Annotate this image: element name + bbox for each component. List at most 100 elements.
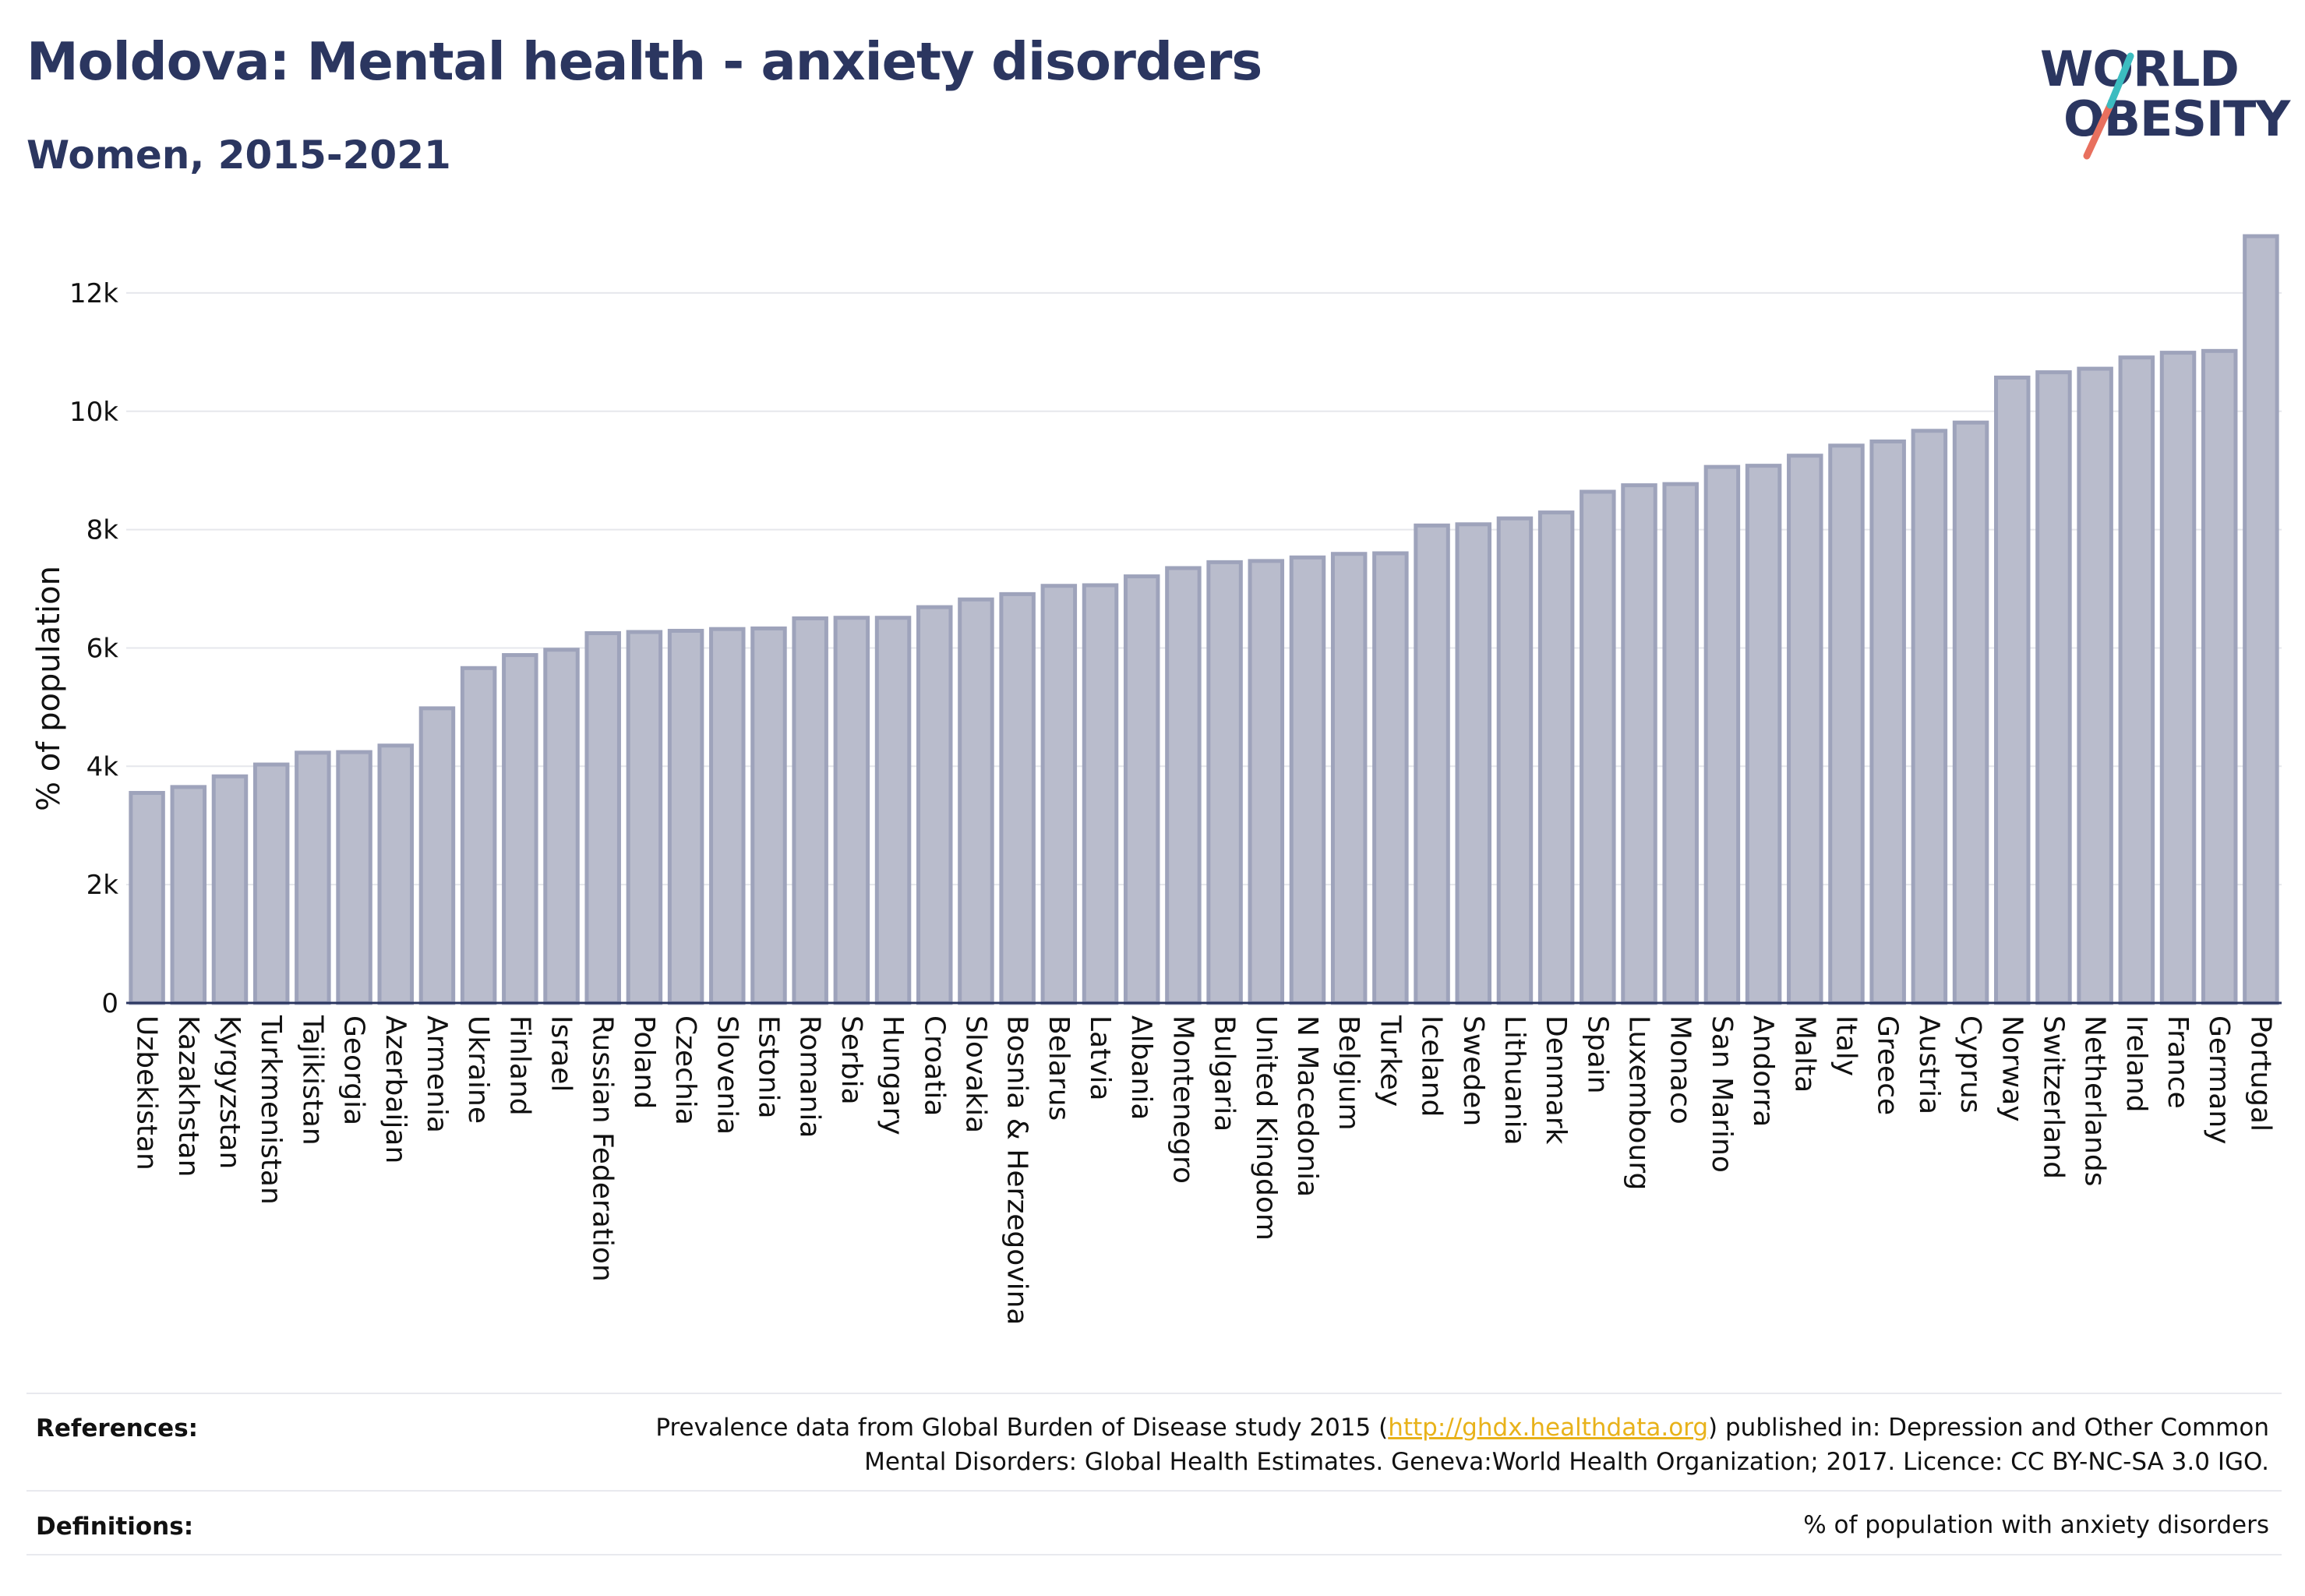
bar bbox=[958, 597, 994, 1005]
bar bbox=[211, 774, 249, 1005]
bar bbox=[1580, 489, 1616, 1005]
bar-chart: 0 2k 4k 6k 8k 10k 12k % of population Uzbekistan… bbox=[31, 234, 2282, 1325]
x-tick-label: Slovenia bbox=[711, 1015, 743, 1135]
references-text: Prevalence data from Global Burden of Di… bbox=[655, 1411, 2269, 1479]
x-tick-label: Netherlands bbox=[2079, 1015, 2111, 1186]
bar bbox=[502, 653, 538, 1005]
x-tick-label: Bosnia & Herzegovina bbox=[1001, 1015, 1033, 1325]
y-tick-label: 2k bbox=[86, 870, 119, 901]
bar bbox=[1165, 566, 1202, 1005]
x-tick-label: Greece bbox=[1872, 1015, 1904, 1115]
bar bbox=[1330, 552, 1368, 1005]
x-tick-label: Bulgaria bbox=[1209, 1015, 1241, 1132]
bar bbox=[129, 790, 165, 1005]
bar bbox=[1040, 584, 1078, 1005]
bar bbox=[1372, 551, 1409, 1005]
bar bbox=[295, 750, 331, 1005]
x-tick-label: Andorra bbox=[1747, 1015, 1779, 1127]
logo-slash-icon bbox=[2083, 52, 2134, 160]
x-tick-label: Kazakhstan bbox=[172, 1015, 204, 1177]
chart-title: Moldova: Mental health - anxiety disorde… bbox=[26, 31, 1262, 92]
bar bbox=[1745, 464, 1782, 1005]
bar bbox=[833, 616, 870, 1005]
x-tick-label: Norway bbox=[1996, 1015, 2028, 1122]
y-tick-label: 6k bbox=[86, 633, 119, 664]
bar bbox=[252, 762, 290, 1005]
footer-divider-top bbox=[26, 1393, 2282, 1394]
bar bbox=[626, 630, 663, 1005]
bar bbox=[1082, 583, 1119, 1005]
bar bbox=[2159, 351, 2197, 1005]
references-line-2: Mental Disorders: Global Health Estimate… bbox=[864, 1448, 2269, 1476]
bar bbox=[709, 627, 746, 1005]
x-tick-label: Uzbekistan bbox=[131, 1015, 163, 1171]
x-tick-label: Serbia bbox=[835, 1015, 867, 1105]
bar bbox=[1537, 510, 1575, 1005]
bar bbox=[1787, 454, 1823, 1005]
bar bbox=[336, 750, 372, 1005]
y-tick-label: 0 bbox=[101, 988, 118, 1019]
bar bbox=[2077, 366, 2113, 1005]
x-tick-label: Sweden bbox=[1457, 1015, 1489, 1126]
references-label: References: bbox=[36, 1414, 199, 1442]
x-tick-label: Turkey bbox=[1374, 1015, 1406, 1107]
x-tick-label: United Kingdom bbox=[1250, 1015, 1282, 1241]
x-tick-label: Georgia bbox=[338, 1015, 370, 1125]
references-link[interactable]: http://ghdx.healthdata.org bbox=[1388, 1414, 1709, 1442]
definitions-label: Definitions: bbox=[36, 1513, 194, 1541]
x-tick-label: Russian Federation bbox=[587, 1015, 619, 1282]
x-tick-label: Cyprus bbox=[1954, 1015, 1986, 1114]
x-tick-label: Belarus bbox=[1043, 1015, 1075, 1121]
x-tick-label: Turkmenistan bbox=[255, 1015, 287, 1205]
bar bbox=[1869, 439, 1906, 1005]
x-tick-label: N Macedonia bbox=[1291, 1015, 1323, 1197]
bar bbox=[170, 785, 207, 1005]
bar bbox=[1123, 574, 1160, 1005]
bar bbox=[1662, 482, 1699, 1005]
x-tick-label: Kyrgyzstan bbox=[214, 1015, 245, 1169]
logo-line1: WORLD bbox=[2040, 41, 2240, 97]
bar bbox=[1289, 555, 1326, 1005]
x-tick-label: Austria bbox=[1913, 1015, 1945, 1114]
bar bbox=[543, 648, 580, 1005]
bar bbox=[1455, 522, 1491, 1005]
x-tick-label: Slovakia bbox=[959, 1015, 991, 1133]
x-tick-label: Albania bbox=[1125, 1015, 1157, 1120]
bar bbox=[999, 591, 1036, 1005]
bar bbox=[874, 616, 912, 1005]
definitions-text: % of population with anxiety disorders bbox=[1803, 1511, 2269, 1539]
x-tick-label: Latvia bbox=[1084, 1015, 1116, 1101]
footer-divider-middle bbox=[26, 1490, 2282, 1492]
x-tick-label: Portugal bbox=[2244, 1015, 2276, 1132]
x-tick-label: Croatia bbox=[918, 1015, 950, 1116]
bar bbox=[584, 630, 621, 1005]
x-tick-label: San Marino bbox=[1706, 1015, 1738, 1173]
x-tick-label: Estonia bbox=[752, 1015, 784, 1119]
bar bbox=[1496, 516, 1534, 1005]
bar bbox=[2243, 234, 2279, 1005]
x-tick-label: Ukraine bbox=[462, 1015, 494, 1124]
bar bbox=[667, 628, 704, 1005]
x-tick-label: Malta bbox=[1788, 1015, 1820, 1093]
bar bbox=[1414, 523, 1450, 1005]
references-line-1: Prevalence data from Global Burden of Di… bbox=[655, 1411, 2269, 1445]
bar bbox=[1952, 420, 1989, 1005]
world-obesity-logo: WORLD OBESITY bbox=[2026, 23, 2291, 164]
x-tick-label: Denmark bbox=[1540, 1015, 1572, 1145]
x-tick-label: Monaco bbox=[1664, 1015, 1696, 1125]
chart-subtitle: Women, 2015-2021 bbox=[26, 132, 451, 178]
x-tick-label: Switzerland bbox=[2037, 1015, 2069, 1179]
bar bbox=[792, 616, 828, 1005]
x-tick-label: Azerbaijan bbox=[379, 1015, 411, 1163]
y-tick-label: 4k bbox=[86, 751, 119, 782]
bar bbox=[1911, 429, 1948, 1005]
y-tick-label: 12k bbox=[69, 278, 118, 309]
bar bbox=[1248, 559, 1285, 1005]
x-tick-label: Belgium bbox=[1333, 1015, 1364, 1131]
x-tick-label: Germany bbox=[2203, 1015, 2235, 1144]
bar bbox=[460, 666, 497, 1005]
bar bbox=[1206, 560, 1243, 1005]
bar bbox=[2118, 355, 2155, 1005]
references-line1-pre: Prevalence data from Global Burden of Di… bbox=[655, 1414, 1389, 1442]
